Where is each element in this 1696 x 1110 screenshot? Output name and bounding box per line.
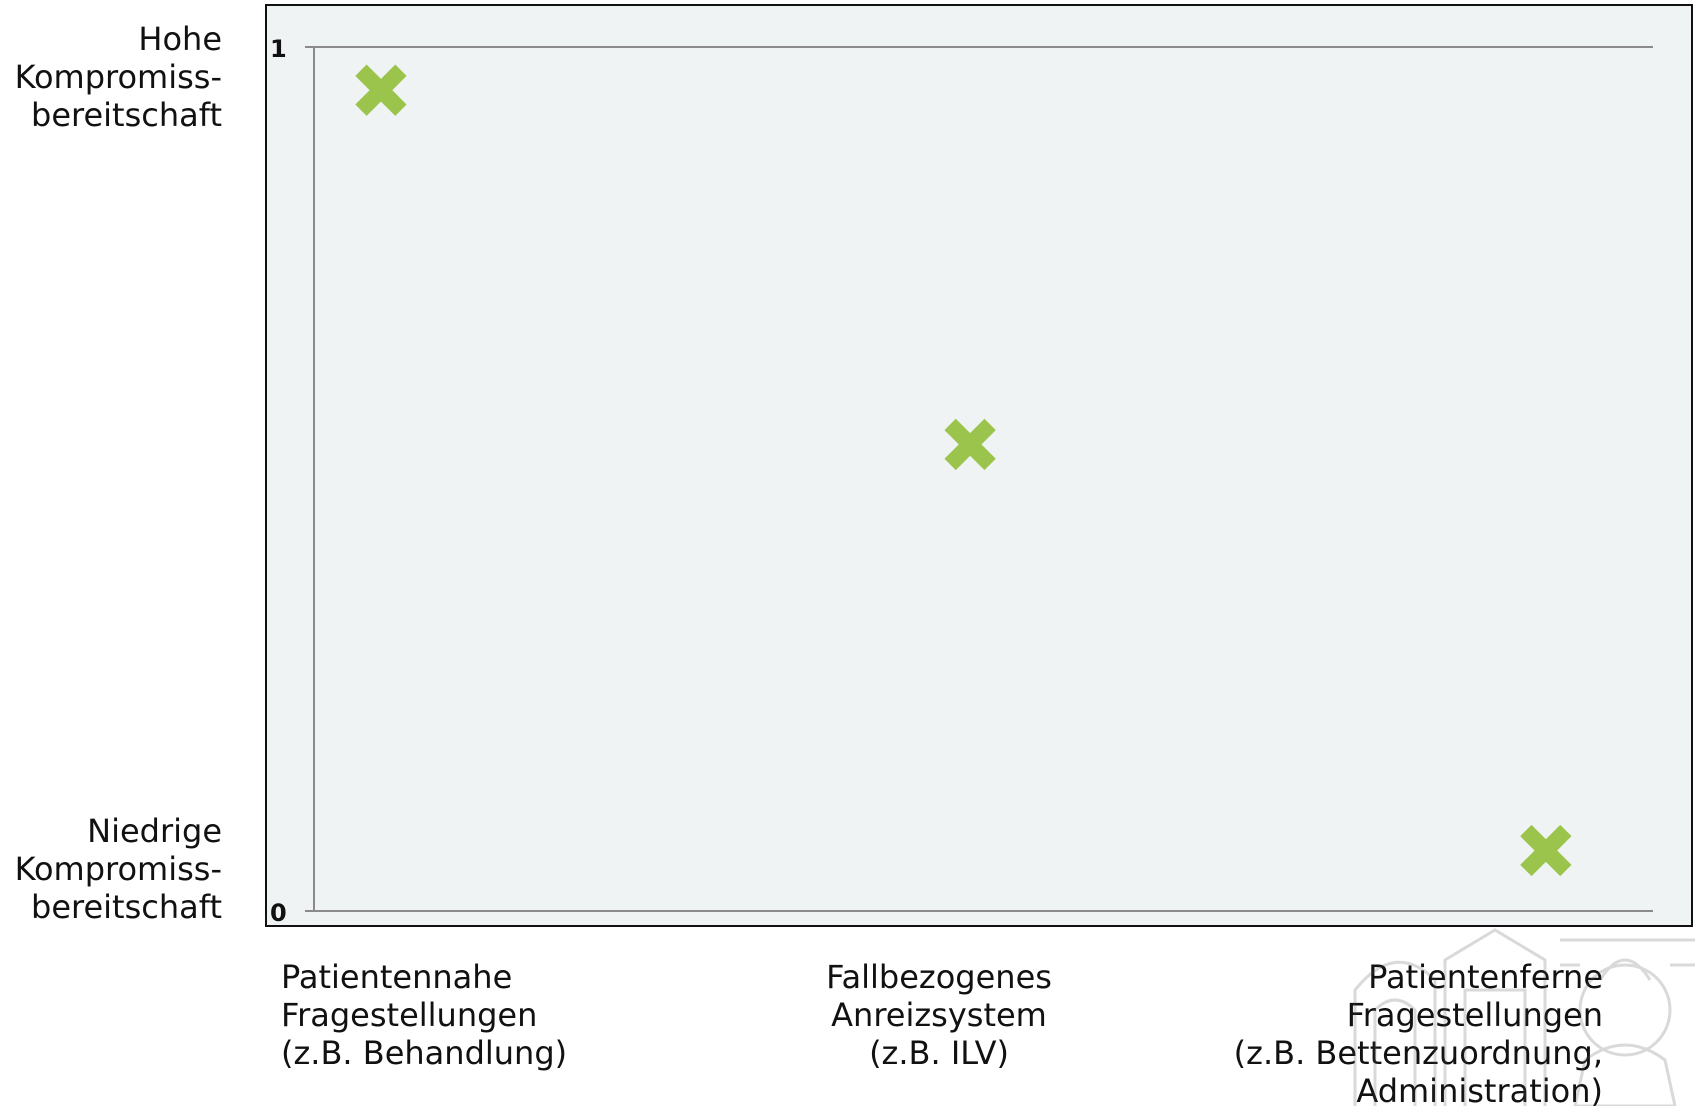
data-points xyxy=(361,70,1566,870)
y-tick-label-max: 1 xyxy=(270,35,287,63)
y-tick-label-min: 0 xyxy=(270,899,287,927)
x-cat-1-line-3: (z.B. ILV) xyxy=(789,1034,1089,1072)
x-category-1: Fallbezogenes Anreizsystem (z.B. ILV) xyxy=(789,958,1089,1072)
data-point-2 xyxy=(1526,831,1566,871)
x-cat-0-line-1: Patientennahe xyxy=(281,958,567,996)
data-point-1 xyxy=(950,424,990,464)
seal-watermark-image xyxy=(1335,920,1696,1106)
x-category-0: Patientennahe Fragestellungen (z.B. Beha… xyxy=(281,958,567,1072)
x-cat-1-line-1: Fallbezogenes xyxy=(789,958,1089,996)
x-cat-1-line-2: Anreizsystem xyxy=(789,996,1089,1034)
x-cat-0-line-2: Fragestellungen xyxy=(281,996,567,1034)
x-cat-0-line-3: (z.B. Behandlung) xyxy=(281,1034,567,1072)
data-point-0 xyxy=(361,70,401,110)
